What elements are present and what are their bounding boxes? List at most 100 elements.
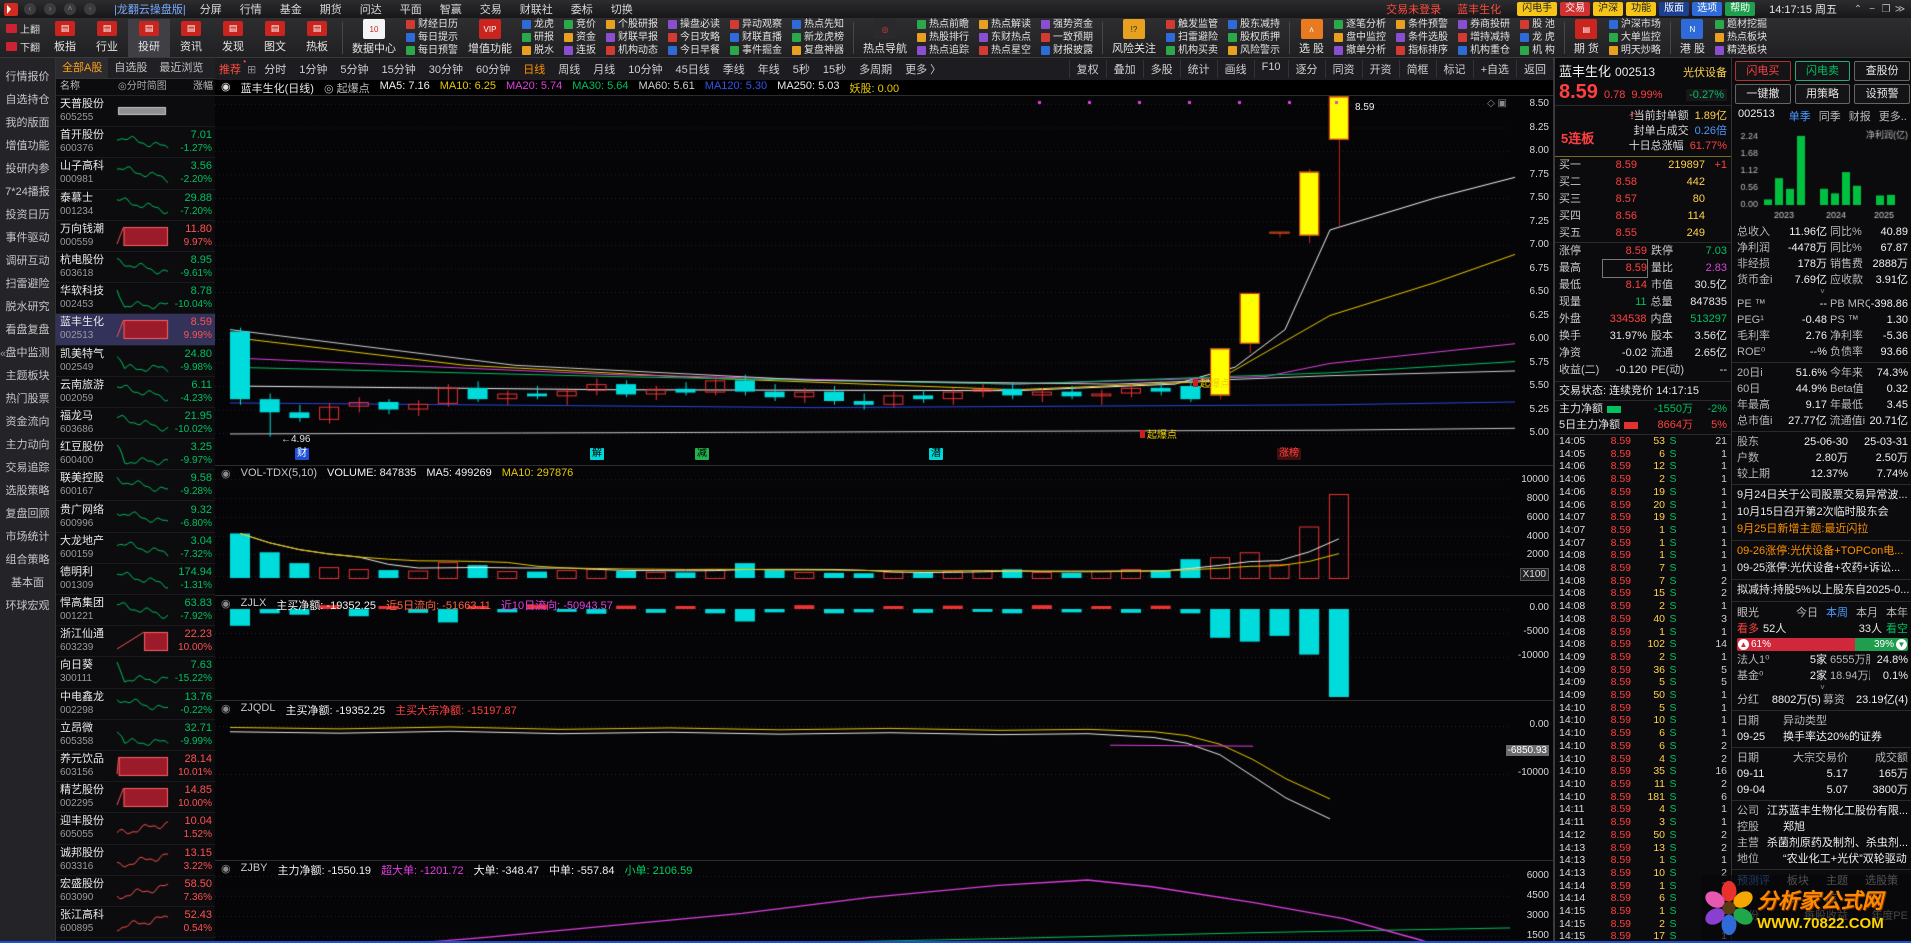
watchlist-row-大龙地产[interactable]: 大龙地产 600159 3.04 -7.32%: [56, 533, 215, 564]
tool-F10[interactable]: F10: [1253, 60, 1288, 78]
quick-button-功能[interactable]: 功能: [1626, 2, 1657, 16]
sidebar-item-调研互动[interactable]: 调研互动: [5, 255, 50, 267]
f10-tab-单季[interactable]: 单季: [1788, 111, 1811, 123]
zjlx-header[interactable]: ◉ ZJLX 主买净额: -19352.25 近5日流向: -51663.11 近10日…: [221, 597, 613, 613]
time-sales-list[interactable]: 14:05 8.59 53 S 21 14:05 8.59 6 S 1 14:06 8.59 12 S 1 1…: [1555, 434, 1731, 941]
current-stock-label[interactable]: 蓝丰生化: [1457, 4, 1502, 16]
watchlist-row-云南旅游[interactable]: 云南旅游 002059 6.11 -4.23%: [56, 377, 215, 408]
toolbar-item-股东减持[interactable]: 股东减持: [1228, 19, 1280, 31]
watchlist-row-红豆股份[interactable]: 红豆股份 600400 3.25 -9.97%: [56, 439, 215, 471]
quick-button-交易[interactable]: 交易: [1560, 2, 1591, 16]
time-sales-row[interactable]: 14:10 8.59 5 S 1: [1555, 702, 1731, 715]
tool-开资[interactable]: 开资: [1361, 60, 1399, 78]
toolbar-item-股权质押[interactable]: 股权质押: [1228, 32, 1280, 44]
toolbar-tab-资讯[interactable]: ▤ 资讯: [170, 19, 212, 57]
period-周线[interactable]: 周线: [558, 64, 581, 76]
zjlx-canvas[interactable]: [215, 596, 1553, 701]
toolbar-tab-板指[interactable]: ▤ 板指: [44, 19, 86, 57]
toolbar-tab-行业[interactable]: ▤ 行业: [86, 19, 128, 57]
time-sales-row[interactable]: 14:08 8.59 15 S 2: [1555, 587, 1731, 600]
button-闪电买[interactable]: 闪电买: [1735, 61, 1791, 81]
period-更多 〉[interactable]: 更多 〉: [905, 64, 942, 76]
chart-corner-icons[interactable]: ◇ ▣: [1487, 98, 1507, 109]
sidebar-item-行情报价[interactable]: 行情报价: [5, 71, 50, 83]
collapse-circle-icon[interactable]: ◉: [221, 598, 231, 610]
toolbar-item-资金[interactable]: 资金: [564, 32, 596, 44]
toolbar-item-题材挖掘[interactable]: 题材挖掘: [1714, 19, 1767, 31]
toolbar-item-操盘必读[interactable]: 操盘必读: [668, 19, 720, 31]
menu-item-10[interactable]: 切换: [610, 4, 633, 16]
bid-row-买五[interactable]: 买五 8.55 249: [1555, 225, 1731, 242]
col-name[interactable]: 名称: [60, 81, 80, 92]
watchlist-row-浙江仙通[interactable]: 浙江仙通 603239 22.23 10.00%: [56, 626, 215, 658]
toolbar-item-每日提示[interactable]: 每日提示: [406, 32, 458, 44]
period-年线[interactable]: 年线: [757, 64, 780, 76]
news-item[interactable]: 9月25日新增主题:最近闪拉: [1737, 523, 1869, 535]
block-trade-row[interactable]: 09-11 5.17 165万: [1732, 766, 1911, 782]
time-sales-row[interactable]: 14:05 8.59 6 S 1: [1555, 448, 1731, 461]
toolbar-item-沪深市场[interactable]: 沪深市场: [1608, 19, 1661, 31]
layout-toggle-icon[interactable]: ⊞: [247, 63, 257, 76]
toolbar-item-研报[interactable]: 研报: [522, 32, 554, 44]
period-15秒[interactable]: 15秒: [822, 64, 847, 76]
toolbar-item-热点追踪[interactable]: 热点追踪: [917, 45, 969, 57]
menu-item-4[interactable]: 问达: [359, 4, 382, 16]
collapse-circle-icon[interactable]: ◉: [221, 81, 231, 93]
watchlist-row-中电鑫龙[interactable]: 中电鑫龙 002298 13.76 -0.22%: [56, 689, 215, 720]
zjqdl-header[interactable]: ◉ ZJQDL 主买净额: -19352.25 主买大宗净额: -15197.87: [221, 702, 517, 718]
zjqdl-panel[interactable]: ◉ ZJQDL 主买净额: -19352.25 主买大宗净额: -15197.87 0…: [215, 700, 1553, 861]
toolbar-tab-图文[interactable]: ▤ 图文: [254, 19, 296, 57]
tool-+自选[interactable]: +自选: [1472, 60, 1516, 78]
watchlist-tab-最近浏览[interactable]: 最近浏览: [159, 62, 204, 74]
time-sales-row[interactable]: 14:08 8.59 102 S 14: [1555, 638, 1731, 651]
quick-button-闪电手[interactable]: 闪电手: [1517, 2, 1558, 16]
time-sales-row[interactable]: 14:11 8.59 4 S 1: [1555, 803, 1731, 816]
maximize-icon[interactable]: ❐: [1881, 4, 1891, 15]
sidebar-item-扫雷避险[interactable]: 扫雷避险: [5, 278, 50, 290]
time-sales-row[interactable]: 14:09 8.59 5 S 5: [1555, 676, 1731, 689]
toolbar-item-热点前瞻[interactable]: 热点前瞻: [917, 19, 969, 31]
alert-row[interactable]: 09-25 换手率达20%的证券: [1732, 729, 1911, 745]
sidebar-item-基本面[interactable]: 基本面: [11, 577, 44, 589]
toolbar-up-flip[interactable]: 上翻: [6, 21, 40, 36]
toolbar-item-复盘神器[interactable]: 复盘神器: [792, 45, 844, 57]
nav-up-icon[interactable]: ˄: [64, 3, 76, 15]
toolbar-item-热点星空[interactable]: 热点星空: [979, 45, 1031, 57]
time-sales-row[interactable]: 14:10 8.59 6 S 1: [1555, 727, 1731, 740]
toolbar-item-连扳[interactable]: 连扳: [564, 45, 596, 57]
time-sales-row[interactable]: 14:13 8.59 13 S 2: [1555, 842, 1731, 855]
time-sales-row[interactable]: 14:05 8.59 53 S 21: [1555, 435, 1731, 448]
period-5分钟[interactable]: 5分钟: [340, 64, 369, 76]
toolbar-item-机构重仓[interactable]: 机构重仓: [1458, 45, 1510, 57]
sidebar-item-组合策略[interactable]: 组合策略: [5, 554, 50, 566]
bid-row-买一[interactable]: 买一 8.59 219897 +1: [1555, 157, 1731, 174]
nav-forward-icon[interactable]: ›: [44, 3, 56, 15]
sidebar-item-主力动向[interactable]: 主力动向: [5, 439, 50, 451]
toolbar-item-异动观察[interactable]: 异动观察: [730, 19, 782, 31]
sentiment-tab-今日[interactable]: 今日: [1796, 607, 1818, 619]
sidebar-item-热门股票[interactable]: 热门股票: [5, 393, 50, 405]
sentiment-tab-本年[interactable]: 本年: [1886, 607, 1908, 619]
watchlist-row-宏盛股份[interactable]: 宏盛股份 603090 58.50 7.36%: [56, 876, 215, 907]
menu-item-2[interactable]: 基金: [279, 4, 302, 16]
sidebar-item-脱水研究[interactable]: 脱水研究: [5, 301, 50, 313]
period-15分钟[interactable]: 15分钟: [381, 64, 416, 76]
menu-item-6[interactable]: 智赢: [439, 4, 462, 16]
tool-简框[interactable]: 简框: [1398, 60, 1436, 78]
toolbar-item-今日早餐[interactable]: 今日早餐: [668, 45, 720, 57]
collapse-circle-icon[interactable]: ◉: [221, 703, 231, 715]
watchlist-row-山子高科[interactable]: 山子高科 000981 3.56 -2.20%: [56, 158, 215, 190]
more-icon[interactable]: ≫: [1894, 4, 1906, 15]
watchlist-row-诚邦股份[interactable]: 诚邦股份 603316 13.15 3.22%: [56, 845, 215, 876]
time-sales-row[interactable]: 14:10 8.59 181 S 6: [1555, 791, 1731, 804]
toolbar-feature-增值功能[interactable]: VIP 增值功能: [468, 19, 512, 56]
toolbar-item-热点解读[interactable]: 热点解读: [979, 19, 1031, 31]
candlestick-canvas[interactable]: [215, 96, 1553, 466]
toolbar-item-扫雷避险[interactable]: 扫雷避险: [1166, 32, 1218, 44]
toolbar-item-热点板块[interactable]: 热点板块: [1714, 32, 1767, 44]
period-1分钟[interactable]: 1分钟: [299, 64, 328, 76]
sentiment-tab-本周[interactable]: 本周: [1826, 607, 1848, 619]
toolbar-item-强势资金[interactable]: 强势资金: [1041, 19, 1093, 31]
f10-tab-财报[interactable]: 财报: [1848, 111, 1871, 123]
